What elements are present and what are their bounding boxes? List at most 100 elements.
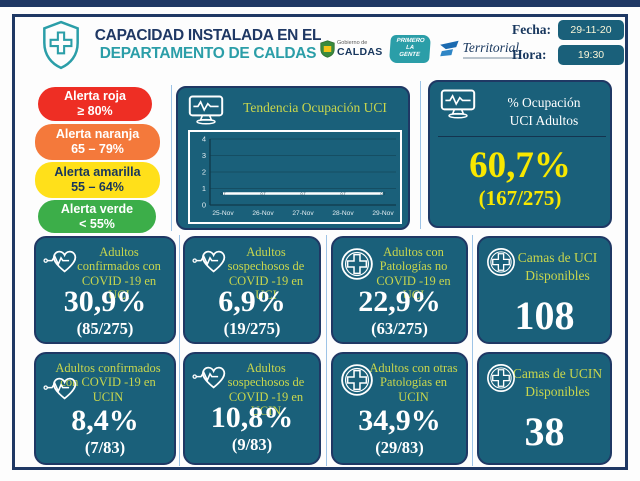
card-title: Camas de UCIN Disponibles bbox=[512, 366, 603, 399]
occupancy-title-line1: % Ocupación bbox=[507, 95, 581, 110]
heart-pulse-icon bbox=[192, 363, 228, 397]
separator bbox=[326, 235, 327, 466]
heart-pulse-icon bbox=[43, 374, 79, 408]
top-strip bbox=[0, 0, 640, 7]
monitor-pulse-icon bbox=[188, 94, 224, 126]
card-title: Adultos con Patologías no COVID -19 en U… bbox=[376, 245, 451, 302]
card-camas-uci-disponibles: Camas de UCI Disponibles 108 bbox=[477, 236, 612, 344]
hora-label: Hora: bbox=[512, 47, 547, 62]
occupancy-fraction: (167/275) bbox=[478, 186, 562, 210]
card-title: Adultos sospechosos de COVID -19 en UCI bbox=[227, 245, 305, 302]
card-value: 8,4% bbox=[71, 403, 139, 437]
card-value: 22,9% bbox=[358, 285, 441, 318]
y-tick-label: 0 bbox=[202, 201, 206, 210]
shield-cross-icon bbox=[38, 20, 84, 70]
x-tick-label: 27-Nov bbox=[292, 210, 314, 217]
card-value: 38 bbox=[524, 409, 565, 455]
alert-naranja-pill: Alerta naranja 65 – 79% bbox=[35, 124, 160, 160]
card-fraction: (7/83) bbox=[84, 437, 126, 457]
trend-panel: Tendencia Ocupación UCI 4 3 2 1 0 0,7 0,… bbox=[176, 86, 410, 230]
card-value: 108 bbox=[514, 293, 575, 339]
divider bbox=[438, 136, 606, 137]
card-fraction: (9/83) bbox=[231, 435, 273, 454]
card-ucin-covid-confirmados: Adultos confirmados con COVID -19 en UCI… bbox=[34, 352, 176, 465]
occupancy-title: % Ocupación UCI Adultos bbox=[482, 94, 606, 130]
card-camas-ucin-disponibles: Camas de UCIN Disponibles 38 bbox=[477, 352, 612, 465]
heart-pulse-icon bbox=[43, 247, 79, 281]
x-tick-label: 28-Nov bbox=[332, 210, 354, 217]
fecha-value: 29-11-20 bbox=[558, 20, 624, 40]
alert-label: Alerta amarilla bbox=[54, 165, 141, 179]
caldas-shield-icon bbox=[320, 40, 335, 58]
card-uci-covid-sospechosos: Adultos sospechosos de COVID -19 en UCI … bbox=[183, 236, 321, 344]
logo-strip: Gobierno de CALDAS PRIMERO LA GENTE Terr… bbox=[320, 32, 519, 66]
card-ucin-covid-sospechosos: Adultos sospechosos de COVID -19 en UCIN… bbox=[183, 352, 321, 465]
point-label: 0,7 bbox=[221, 192, 226, 196]
separator bbox=[420, 81, 421, 229]
y-tick-label: 4 bbox=[202, 135, 206, 144]
occupancy-value: 60,7% bbox=[469, 145, 571, 186]
alert-label: Alerta roja bbox=[64, 89, 126, 103]
alert-label: Alerta naranja bbox=[55, 127, 140, 141]
page-title-line2: DEPARTAMENTO DE CALDAS bbox=[99, 45, 317, 62]
alert-roja-pill: Alerta roja ≥ 80% bbox=[38, 87, 152, 121]
card-title: Adultos confirmados con COVID -19 en UCI… bbox=[55, 361, 161, 404]
gobierno-caldas-logo: Gobierno de CALDAS bbox=[320, 40, 383, 58]
territorial-logo: Territorial bbox=[437, 39, 520, 60]
x-tick-label: 26-Nov bbox=[252, 210, 274, 217]
cross-circle-icon bbox=[340, 247, 374, 286]
card-title: Camas de UCI Disponibles bbox=[517, 250, 598, 283]
trend-panel-title: Tendencia Ocupación UCI bbox=[243, 100, 387, 115]
datetime-block: Fecha: 29-11-20 Hora: 19:30 bbox=[512, 20, 624, 70]
occupancy-title-line2: UCI Adultos bbox=[509, 113, 579, 129]
monitor-pulse-icon bbox=[440, 88, 476, 120]
card-title: Adultos con otras Patologías en UCIN bbox=[369, 361, 458, 404]
alert-range: ≥ 80% bbox=[77, 104, 113, 118]
card-title: Adultos sospechosos de COVID -19 en UCIN bbox=[227, 361, 305, 418]
territorial-tagline bbox=[462, 56, 519, 59]
cross-circle-icon bbox=[340, 363, 374, 402]
page-title: CAPACIDAD INSTALADA EN EL DEPARTAMENTO D… bbox=[90, 27, 326, 63]
territorial-text: Territorial bbox=[462, 39, 520, 55]
separator bbox=[472, 235, 473, 466]
territorial-flag-icon bbox=[437, 39, 461, 60]
fecha-label: Fecha: bbox=[512, 22, 551, 37]
alert-range: 55 – 64% bbox=[71, 180, 124, 194]
y-tick-label: 2 bbox=[202, 168, 206, 177]
point-label: 0,7 bbox=[381, 192, 386, 196]
x-tick-label: 25-Nov bbox=[212, 210, 234, 217]
card-value: 34,9% bbox=[358, 403, 441, 437]
primero-line2: LA GENTE bbox=[398, 45, 420, 59]
cross-circle-icon bbox=[486, 363, 516, 398]
card-title: Adultos confirmados con COVID -19 en UCI bbox=[77, 245, 161, 302]
card-fraction: (85/275) bbox=[76, 319, 134, 338]
gobierno-small-text: Gobierno de bbox=[337, 40, 368, 46]
card-value: 30,9% bbox=[63, 285, 147, 318]
alert-amarilla-pill: Alerta amarilla 55 – 64% bbox=[35, 162, 160, 198]
point-label: 0,7 bbox=[341, 192, 346, 196]
separator bbox=[171, 85, 172, 231]
point-label: 0,7 bbox=[301, 192, 306, 196]
y-tick-label: 3 bbox=[202, 151, 206, 160]
alert-range: 65 – 79% bbox=[71, 142, 124, 156]
card-fraction: (63/275) bbox=[371, 319, 428, 338]
separator bbox=[179, 235, 180, 466]
occupancy-panel: % Ocupación UCI Adultos 60,7% (167/275) bbox=[428, 80, 612, 228]
hora-value: 19:30 bbox=[558, 45, 624, 65]
trend-chart: 4 3 2 1 0 0,7 0,7 0,7 0,7 0,7 25-Nov 26-… bbox=[188, 130, 402, 224]
card-uci-covid-confirmados: Adultos confirmados con COVID -19 en UCI… bbox=[34, 236, 176, 344]
card-uci-patologias-no-covid: Adultos con Patologías no COVID -19 en U… bbox=[331, 236, 468, 344]
card-ucin-otras-patologias: Adultos con otras Patologías en UCIN 34,… bbox=[331, 352, 468, 465]
cross-circle-icon bbox=[486, 247, 516, 282]
primero-la-gente-logo: PRIMERO LA GENTE bbox=[388, 35, 431, 63]
gobierno-name-text: CALDAS bbox=[337, 45, 383, 58]
card-value: 6,9% bbox=[218, 285, 286, 318]
point-label: 0,7 bbox=[261, 192, 266, 196]
y-tick-label: 1 bbox=[202, 184, 206, 193]
page-title-line1: CAPACIDAD INSTALADA EN EL bbox=[94, 27, 322, 44]
x-tick-label: 29-Nov bbox=[372, 210, 394, 217]
card-fraction: (19/275) bbox=[223, 319, 281, 338]
alert-range: < 55% bbox=[79, 216, 115, 231]
alert-label: Alerta verde bbox=[60, 201, 134, 216]
